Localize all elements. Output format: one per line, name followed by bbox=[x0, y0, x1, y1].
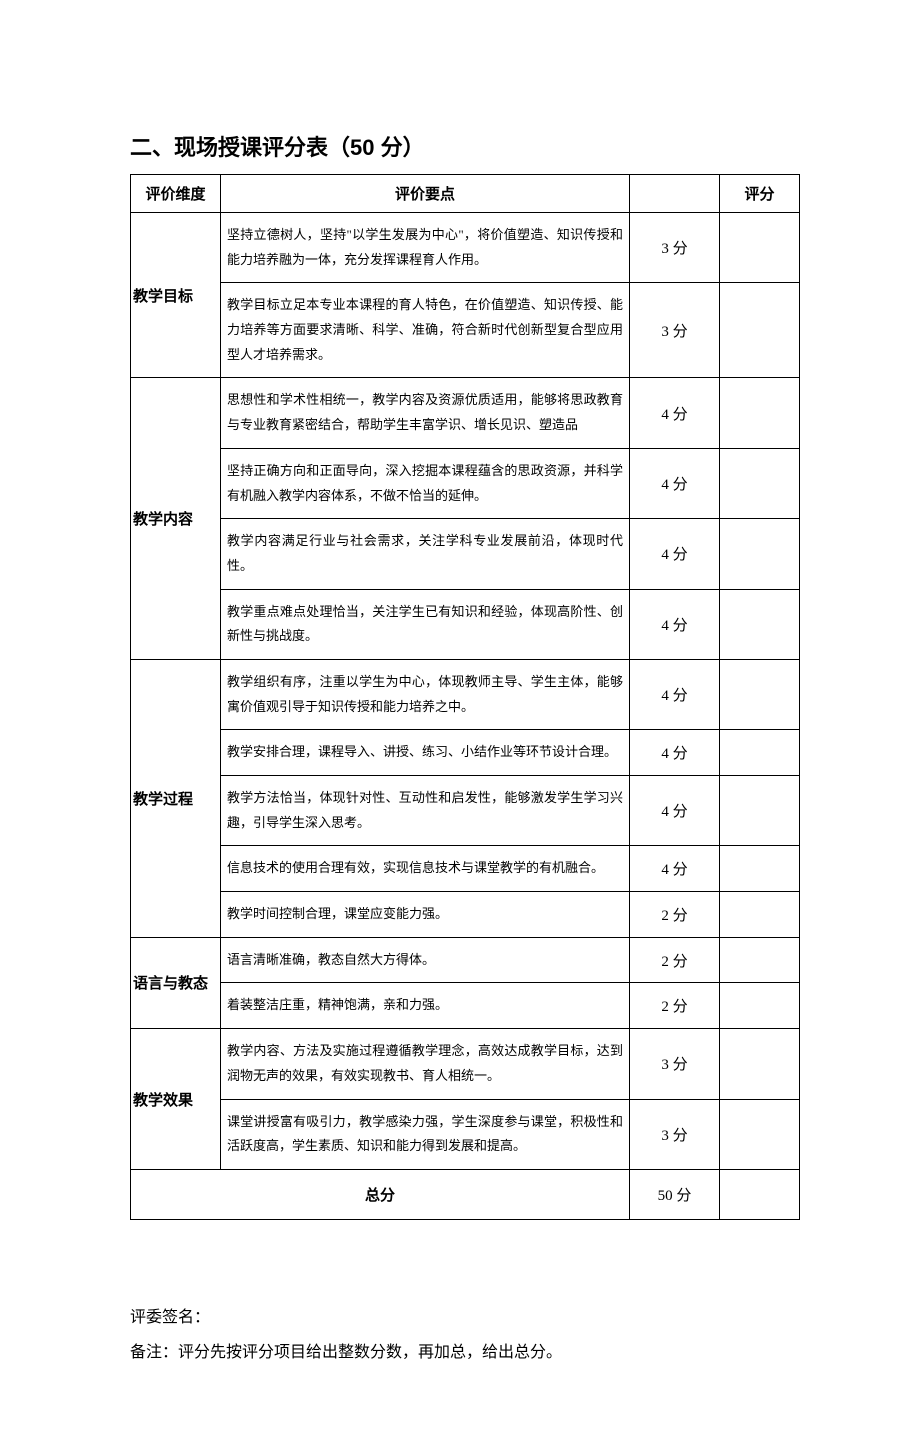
header-points: 评价要点 bbox=[221, 175, 630, 213]
score-input-cell bbox=[720, 1099, 800, 1169]
max-score-cell: 4 分 bbox=[630, 519, 720, 589]
section-title: 二、现场授课评分表（50 分） bbox=[130, 130, 800, 162]
score-input-cell bbox=[720, 1029, 800, 1099]
max-score-cell: 4 分 bbox=[630, 659, 720, 729]
criteria-cell: 教学方法恰当，体现针对性、互动性和启发性，能够激发学生学习兴趣，引导学生深入思考… bbox=[221, 776, 630, 846]
max-score-cell: 4 分 bbox=[630, 776, 720, 846]
header-score: 评分 bbox=[720, 175, 800, 213]
score-input-cell bbox=[720, 448, 800, 518]
header-max bbox=[630, 175, 720, 213]
criteria-cell: 课堂讲授富有吸引力，教学感染力强，学生深度参与课堂，积极性和活跃度高，学生素质、… bbox=[221, 1099, 630, 1169]
score-input-cell bbox=[720, 659, 800, 729]
score-input-cell bbox=[720, 213, 800, 283]
total-score-cell bbox=[720, 1169, 800, 1219]
score-input-cell bbox=[720, 378, 800, 448]
score-input-cell bbox=[720, 983, 800, 1029]
score-input-cell bbox=[720, 937, 800, 983]
signature-line: 评委签名： bbox=[130, 1300, 800, 1335]
note-line: 备注：评分先按评分项目给出整数分数，再加总，给出总分。 bbox=[130, 1335, 800, 1370]
dimension-cell: 教学内容 bbox=[131, 378, 221, 660]
scoring-table: 评价维度评价要点 评分教学目标坚持立德树人，坚持"以学生发展为中心"，将价值塑造、… bbox=[130, 174, 800, 1220]
criteria-cell: 教学重点难点处理恰当，关注学生已有知识和经验，体现高阶性、创新性与挑战度。 bbox=[221, 589, 630, 659]
criteria-cell: 教学目标立足本专业本课程的育人特色，在价值塑造、知识传授、能力培养等方面要求清晰… bbox=[221, 283, 630, 378]
max-score-cell: 2 分 bbox=[630, 983, 720, 1029]
header-dimension: 评价维度 bbox=[131, 175, 221, 213]
score-input-cell bbox=[720, 776, 800, 846]
max-score-cell: 4 分 bbox=[630, 378, 720, 448]
criteria-cell: 信息技术的使用合理有效，实现信息技术与课堂教学的有机融合。 bbox=[221, 846, 630, 892]
max-score-cell: 4 分 bbox=[630, 448, 720, 518]
max-score-cell: 3 分 bbox=[630, 213, 720, 283]
score-input-cell bbox=[720, 589, 800, 659]
max-score-cell: 3 分 bbox=[630, 1099, 720, 1169]
dimension-cell: 语言与教态 bbox=[131, 937, 221, 1028]
criteria-cell: 教学内容、方法及实施过程遵循教学理念，高效达成教学目标，达到润物无声的效果，有效… bbox=[221, 1029, 630, 1099]
criteria-cell: 教学组织有序，注重以学生为中心，体现教师主导、学生主体，能够寓价值观引导于知识传… bbox=[221, 659, 630, 729]
max-score-cell: 4 分 bbox=[630, 846, 720, 892]
criteria-cell: 教学时间控制合理，课堂应变能力强。 bbox=[221, 892, 630, 938]
dimension-cell: 教学目标 bbox=[131, 213, 221, 378]
max-score-cell: 3 分 bbox=[630, 283, 720, 378]
max-score-cell: 4 分 bbox=[630, 730, 720, 776]
max-score-cell: 2 分 bbox=[630, 937, 720, 983]
max-score-cell: 4 分 bbox=[630, 589, 720, 659]
criteria-cell: 着装整洁庄重，精神饱满，亲和力强。 bbox=[221, 983, 630, 1029]
score-input-cell bbox=[720, 846, 800, 892]
footer: 评委签名： 备注：评分先按评分项目给出整数分数，再加总，给出总分。 bbox=[130, 1300, 800, 1370]
criteria-cell: 坚持正确方向和正面导向，深入挖掘本课程蕴含的思政资源，并科学有机融入教学内容体系… bbox=[221, 448, 630, 518]
score-input-cell bbox=[720, 730, 800, 776]
total-label: 总分 bbox=[131, 1169, 630, 1219]
criteria-cell: 教学内容满足行业与社会需求，关注学科专业发展前沿，体现时代性。 bbox=[221, 519, 630, 589]
score-input-cell bbox=[720, 892, 800, 938]
score-input-cell bbox=[720, 283, 800, 378]
score-input-cell bbox=[720, 519, 800, 589]
dimension-cell: 教学效果 bbox=[131, 1029, 221, 1170]
criteria-cell: 教学安排合理，课程导入、讲授、练习、小结作业等环节设计合理。 bbox=[221, 730, 630, 776]
criteria-cell: 思想性和学术性相统一，教学内容及资源优质适用，能够将思政教育与专业教育紧密结合，… bbox=[221, 378, 630, 448]
criteria-cell: 坚持立德树人，坚持"以学生发展为中心"，将价值塑造、知识传授和能力培养融为一体，… bbox=[221, 213, 630, 283]
criteria-cell: 语言清晰准确，教态自然大方得体。 bbox=[221, 937, 630, 983]
dimension-cell: 教学过程 bbox=[131, 659, 221, 937]
total-max: 50 分 bbox=[630, 1169, 720, 1219]
max-score-cell: 2 分 bbox=[630, 892, 720, 938]
max-score-cell: 3 分 bbox=[630, 1029, 720, 1099]
